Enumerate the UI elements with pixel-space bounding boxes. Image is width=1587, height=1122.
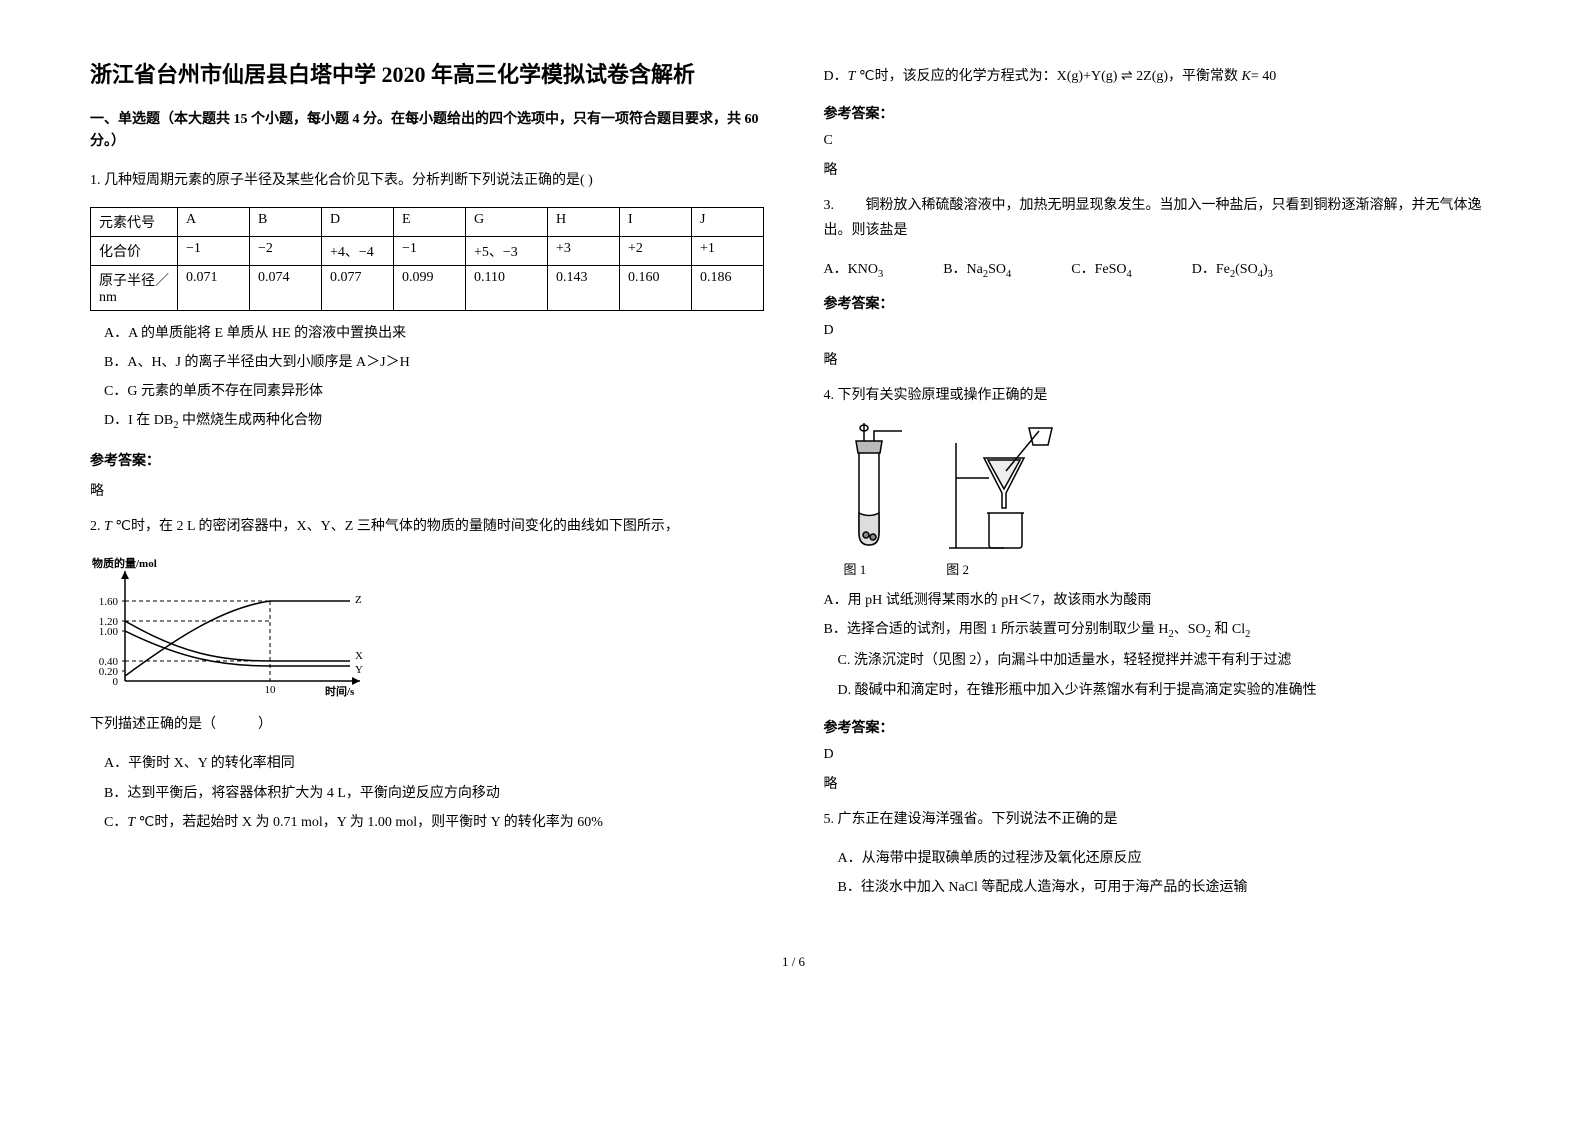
q3-options: A．KNO3 B．Na2SO4 C．FeSO4 D．Fe2(SO4)3 xyxy=(824,258,1498,280)
q2-after: 下列描述正确的是（ ） xyxy=(90,712,764,737)
right-column: D．T ℃时，该反应的化学方程式为：X(g)+Y(g) ⇌ 2Z(g)，平衡常数… xyxy=(824,60,1498,904)
table-cell: −1 xyxy=(178,236,250,265)
q4-ans1: D xyxy=(824,747,1498,763)
table-cell: J xyxy=(692,207,764,236)
q2-ans1: C xyxy=(824,133,1498,149)
q2-opt-d: D．T ℃时，该反应的化学方程式为：X(g)+Y(g) ⇌ 2Z(g)，平衡常数… xyxy=(824,64,1498,89)
q1-opt-b: B．A、H、J 的离子半径由大到小顺序是 A＞J＞H xyxy=(104,350,764,375)
q4-fig1-label: 图 1 xyxy=(844,559,867,578)
q3-opt-b: B．Na2SO4 xyxy=(943,258,1011,280)
svg-text:时间/s: 时间/s xyxy=(325,684,355,698)
table-cell: 0.186 xyxy=(692,265,764,310)
q2-chart: 0.200.401.001.201.6010ZXY时间/s物质的量/mol0 xyxy=(90,553,764,698)
q3-opt-a: A．KNO3 xyxy=(824,258,884,280)
left-column: 浙江省台州市仙居县白塔中学 2020 年高三化学模拟试卷含解析 一、单选题（本大… xyxy=(90,60,764,904)
table-cell: 0.077 xyxy=(322,265,394,310)
q4-stem: 4. 下列有关实验原理或操作正确的是 xyxy=(824,383,1498,408)
svg-text:物质的量/mol: 物质的量/mol xyxy=(92,556,157,570)
table-cell: −1 xyxy=(394,236,466,265)
q4-figures xyxy=(824,423,1498,553)
q1-opt-c: C．G 元素的单质不存在同素异形体 xyxy=(104,379,764,404)
q2-stem: 2. T ℃时，在 2 L 的密闭容器中，X、Y、Z 三种气体的物质的量随时间变… xyxy=(90,514,764,539)
q1-ans-head: 参考答案： xyxy=(90,450,764,470)
table-cell: +5、−3 xyxy=(466,236,548,265)
q5-opt-b: B．往淡水中加入 NaCl 等配成人造海水，可用于海产品的长途运输 xyxy=(838,875,1498,900)
q4-ans2: 略 xyxy=(824,773,1498,793)
table-cell: +4、−4 xyxy=(322,236,394,265)
q2-opt-d-mid: ℃时，该反应的化学方程式为：X(g)+Y(g) ⇌ 2Z(g)，平衡常数 xyxy=(855,69,1241,84)
table-cell: 元素代号 xyxy=(91,207,178,236)
table-cell: +1 xyxy=(692,236,764,265)
q2-opt-c-T: T xyxy=(127,815,135,830)
q3-ans2: 略 xyxy=(824,349,1498,369)
table-cell: I xyxy=(620,207,692,236)
svg-text:Z: Z xyxy=(355,594,362,606)
page: 浙江省台州市仙居县白塔中学 2020 年高三化学模拟试卷含解析 一、单选题（本大… xyxy=(0,0,1587,944)
q3-opt-c: C．FeSO4 xyxy=(1071,258,1131,280)
svg-text:1.60: 1.60 xyxy=(99,596,119,608)
q2-ans-head: 参考答案： xyxy=(824,103,1498,123)
q2-opt-d-K: K xyxy=(1242,69,1251,84)
q1-opt-d-prefix: D．I 在 DB xyxy=(104,413,173,428)
table-cell: 化合价 xyxy=(91,236,178,265)
figure-1-icon xyxy=(824,423,914,553)
table-cell: G xyxy=(466,207,548,236)
svg-text:Y: Y xyxy=(355,664,363,676)
table-cell: H xyxy=(548,207,620,236)
q1-ans: 略 xyxy=(90,480,764,500)
section-1-head: 一、单选题（本大题共 15 个小题，每小题 4 分。在每小题给出的四个选项中，只… xyxy=(90,109,764,154)
svg-text:0: 0 xyxy=(113,676,119,688)
svg-text:0.40: 0.40 xyxy=(99,656,119,668)
q3-opt-d: D．Fe2(SO4)3 xyxy=(1192,258,1273,280)
q2-opt-c-pre: C． xyxy=(104,815,127,830)
table-cell: 0.110 xyxy=(466,265,548,310)
q4-opt-a: A．用 pH 试纸测得某雨水的 pH＜7，故该雨水为酸雨 xyxy=(824,588,1498,613)
table-cell: 0.071 xyxy=(178,265,250,310)
table-cell: 0.099 xyxy=(394,265,466,310)
q3-ans-head: 参考答案： xyxy=(824,293,1498,313)
q2-opt-b: B．达到平衡后，将容器体积扩大为 4 L，平衡向逆反应方向移动 xyxy=(104,781,764,806)
q1-opt-a: A．A 的单质能将 E 单质从 HE 的溶液中置换出来 xyxy=(104,321,764,346)
q4-ans-head: 参考答案： xyxy=(824,717,1498,737)
svg-text:10: 10 xyxy=(265,684,277,696)
table-cell: D xyxy=(322,207,394,236)
doc-title: 浙江省台州市仙居县白塔中学 2020 年高三化学模拟试卷含解析 xyxy=(90,60,764,91)
q4-opt-c: C. 洗涤沉淀时（见图 2），向漏斗中加适量水，轻轻搅拌并滤干有利于过滤 xyxy=(838,648,1498,673)
table-cell: +3 xyxy=(548,236,620,265)
q4-figure-labels: 图 1 图 2 xyxy=(844,559,1498,578)
q2-opt-d-end: = 40 xyxy=(1251,69,1276,84)
table-cell: B xyxy=(250,207,322,236)
q5-opt-a: A．从海带中提取碘单质的过程涉及氧化还原反应 xyxy=(838,846,1498,871)
q3-stem: 3. 铜粉放入稀硫酸溶液中，加热无明显现象发生。当加入一种盐后，只看到铜粉逐渐溶… xyxy=(824,193,1498,243)
table-cell: −2 xyxy=(250,236,322,265)
page-footer: 1 / 6 xyxy=(0,944,1587,1000)
q4-fig2-label: 图 2 xyxy=(946,559,969,578)
q1-stem: 1. 几种短周期元素的原子半径及某些化合价见下表。分析判断下列说法正确的是( ) xyxy=(90,168,764,193)
q2-opt-d-pre: D． xyxy=(824,69,848,84)
table-cell: 0.074 xyxy=(250,265,322,310)
table-cell: A xyxy=(178,207,250,236)
figure-2-icon xyxy=(944,423,1054,553)
q2-stem-T: T xyxy=(104,519,112,534)
q4-opt-d: D. 酸碱中和滴定时，在锥形瓶中加入少许蒸馏水有利于提高滴定实验的准确性 xyxy=(838,678,1498,703)
q2-opt-c: C．T ℃时，若起始时 X 为 0.71 mol，Y 为 1.00 mol，则平… xyxy=(104,810,764,835)
table-cell: E xyxy=(394,207,466,236)
q2-opt-a: A．平衡时 X、Y 的转化率相同 xyxy=(104,751,764,776)
q2-stem-mid: ℃时，在 2 L 的密闭容器中，X、Y、Z 三种气体的物质的量随时间变化的曲线如… xyxy=(112,519,679,534)
q1-opt-d: D．I 在 DB2 中燃烧生成两种化合物 xyxy=(104,408,764,436)
q1-opt-d-suffix: 中燃烧生成两种化合物 xyxy=(178,413,322,428)
svg-text:1.20: 1.20 xyxy=(99,616,119,628)
q5-stem: 5. 广东正在建设海洋强省。下列说法不正确的是 xyxy=(824,807,1498,832)
q3-ans1: D xyxy=(824,323,1498,339)
table-cell: 原子半径／nm xyxy=(91,265,178,310)
q2-ans2: 略 xyxy=(824,159,1498,179)
q2-stem-prefix: 2. xyxy=(90,519,104,534)
table-cell: 0.143 xyxy=(548,265,620,310)
table-cell: +2 xyxy=(620,236,692,265)
table-cell: 0.160 xyxy=(620,265,692,310)
q2-opt-c-mid: ℃时，若起始时 X 为 0.71 mol，Y 为 1.00 mol，则平衡时 Y… xyxy=(135,815,603,830)
q4-opt-b: B．选择合适的试剂，用图 1 所示装置可分别制取少量 H2、SO2 和 Cl2 xyxy=(824,617,1498,645)
svg-text:X: X xyxy=(355,650,363,662)
q1-table: 元素代号ABDEGHIJ化合价−1−2+4、−4−1+5、−3+3+2+1原子半… xyxy=(90,207,764,311)
